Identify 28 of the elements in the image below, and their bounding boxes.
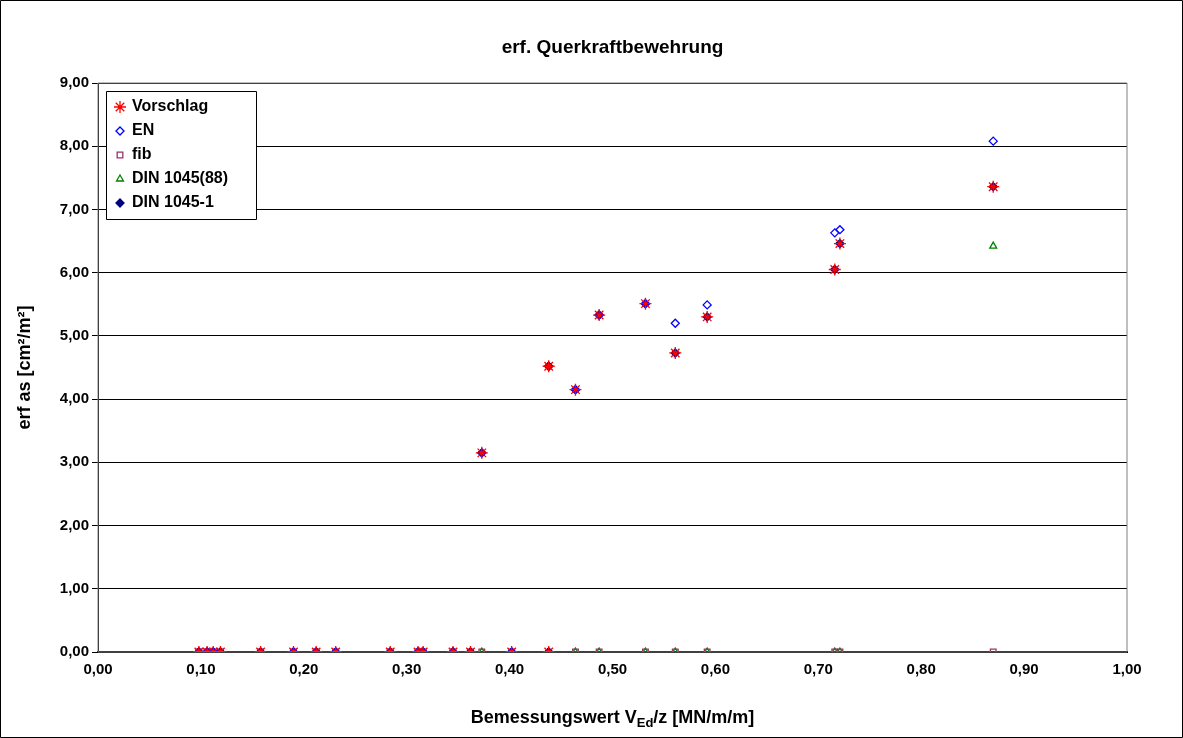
x-tick-label: 0,90 — [1009, 660, 1039, 678]
y-tick-label: 6,00 — [59, 262, 89, 280]
y-tick-label: 0,00 — [59, 642, 89, 660]
y-tick-label: 7,00 — [59, 199, 89, 217]
legend-label: DIN 1045-1 — [132, 193, 214, 211]
y-tick-label: 9,00 — [59, 73, 89, 91]
y-tick-label: 4,00 — [59, 389, 89, 407]
x-tick-label: 0,80 — [906, 660, 936, 678]
x-tick-label: 0,10 — [186, 660, 216, 678]
legend-label: Vorschlag — [132, 97, 209, 115]
x-tick-label: 0,20 — [289, 660, 319, 678]
y-tick-label: 2,00 — [59, 515, 89, 533]
x-tick-label: 0,40 — [495, 660, 525, 678]
x-tick-label: 0,60 — [700, 660, 730, 678]
chart-title: erf. Querkraftbewehrung — [501, 36, 724, 58]
x-tick-label: 0,70 — [803, 660, 833, 678]
y-tick-label: 3,00 — [59, 452, 89, 470]
y-tick-label: 8,00 — [59, 136, 89, 154]
y-tick-label: 5,00 — [59, 326, 89, 344]
y-axis-title: erf as [cm²/m²] — [13, 305, 34, 430]
x-tick-label: 0,30 — [392, 660, 422, 678]
legend-label: EN — [132, 121, 155, 139]
x-tick-label: 0,00 — [83, 660, 113, 678]
y-tick-label: 1,00 — [59, 578, 89, 596]
x-tick-label: 1,00 — [1112, 660, 1142, 678]
x-tick-label: 0,50 — [597, 660, 628, 678]
legend-label: DIN 1045(88) — [132, 169, 229, 187]
legend-label: fib — [132, 145, 152, 163]
